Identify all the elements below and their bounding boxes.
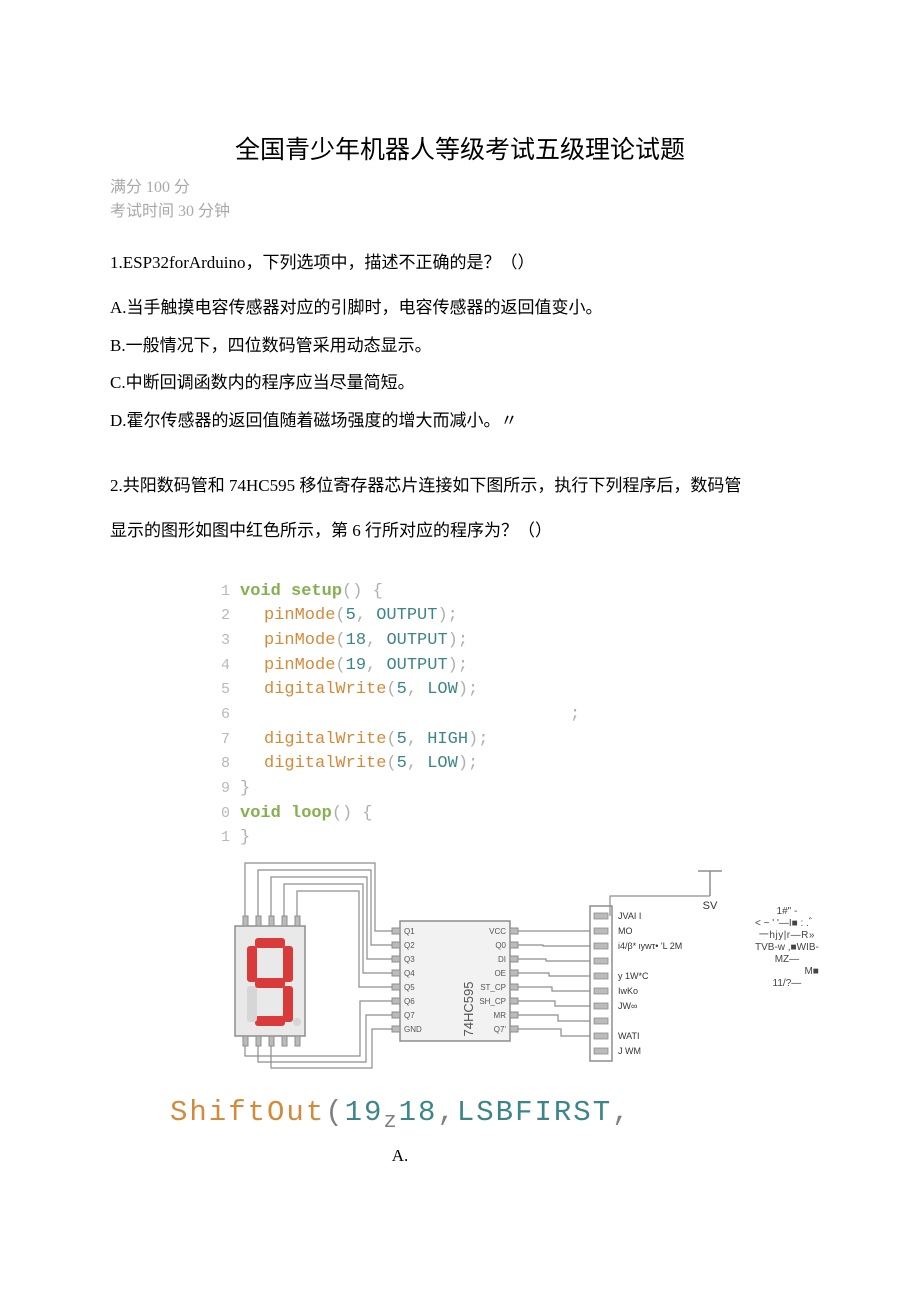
q1-C: C.中断回调函数内的程序应当尽量简短。	[110, 364, 830, 401]
full-marks: 满分 100 分	[110, 176, 830, 200]
shift-a1: 19	[345, 1096, 384, 1129]
svg-text:JVAI I: JVAI I	[618, 911, 641, 921]
code-line: 5 digitalWrite(5, LOW);	[210, 678, 830, 703]
line-number: 6	[210, 704, 230, 726]
svg-text:J WM: J WM	[618, 1046, 641, 1056]
code-content: pinMode(18, OUTPUT);	[240, 629, 468, 654]
code-content: }	[240, 826, 250, 851]
svg-text:i4/β* ιywτ• 'L 2M: i4/β* ιywτ• 'L 2M	[618, 941, 682, 951]
shift-fn: ShiftOut	[170, 1096, 325, 1129]
svg-text:74HC595: 74HC595	[461, 981, 476, 1036]
svg-text:SH_CP: SH_CP	[479, 997, 506, 1006]
svg-text:ST_CP: ST_CP	[480, 983, 506, 992]
circuit-diagram: 74HC595 Q1 Q2 Q3 Q4 Q5 Q6 Q7 GND VCC Q0 DI OE ST_CP SH…	[190, 851, 890, 1081]
svg-text:y 1W*C: y 1W*C	[618, 971, 649, 981]
code-content: digitalWrite(5, LOW);	[240, 678, 478, 703]
page-title: 全国青少年机器人等级考试五级理论试题	[90, 130, 830, 166]
svg-text:Q4: Q4	[404, 969, 415, 978]
svg-text:DI: DI	[498, 955, 506, 964]
garble-1: 1#" -	[755, 906, 819, 918]
option-A-label: A.	[90, 1146, 710, 1166]
svg-text:GND: GND	[404, 1025, 422, 1034]
code-line: 3 pinMode(18, OUTPUT);	[210, 629, 830, 654]
code-line: 1 void setup() {	[210, 580, 830, 605]
code-content: }	[240, 777, 250, 802]
garble-5: MZ—	[755, 954, 819, 966]
code-line: 7 digitalWrite(5, HIGH);	[210, 728, 830, 753]
shift-lp: (	[325, 1096, 344, 1129]
code-line: 4 pinMode(19, OUTPUT);	[210, 654, 830, 679]
shift-const: LSBFIRST	[457, 1096, 612, 1129]
shift-code-line: ShiftOut(19z18,LSBFIRST,	[170, 1096, 830, 1134]
code-block: 1 void setup() { 2 pinMode(5, OUTPUT); 3 pinM…	[210, 580, 830, 851]
q1-D: D.霍尔传感器的返回值随着磁场强度的增大而减小。〃	[110, 402, 830, 439]
svg-text:Q6: Q6	[404, 997, 415, 1006]
code-line: 0 void loop() {	[210, 802, 830, 827]
code-content: ;	[240, 703, 580, 728]
code-content: void setup() {	[240, 580, 383, 605]
line-number: 2	[210, 605, 230, 627]
shift-c1: ,	[437, 1096, 456, 1129]
code-line: 8 digitalWrite(5, LOW);	[210, 752, 830, 777]
garble-4: TVB-w ,■WIB-	[755, 942, 819, 954]
svg-text:Q5: Q5	[404, 983, 415, 992]
exam-time: 考试时间 30 分钟	[110, 200, 830, 224]
line-number: 1	[210, 827, 230, 849]
code-content: digitalWrite(5, LOW);	[240, 752, 478, 777]
shift-c2: ,	[612, 1096, 631, 1129]
code-line: 9}	[210, 777, 830, 802]
q1-B: B.一般情况下，四位数码管采用动态显示。	[110, 327, 830, 364]
garble-7: 11/?—	[755, 978, 819, 990]
line-number: 5	[210, 679, 230, 701]
svg-text:MO: MO	[618, 926, 633, 936]
garble-6: M■	[755, 966, 819, 978]
svg-text:IwKo: IwKo	[618, 986, 638, 996]
exam-meta: 满分 100 分 考试时间 30 分钟	[110, 176, 830, 224]
line-number: 4	[210, 655, 230, 677]
svg-text:Q1: Q1	[404, 927, 415, 936]
code-line: 6;	[210, 703, 830, 728]
svg-text:JW∞: JW∞	[618, 1001, 637, 1011]
line-number: 3	[210, 630, 230, 652]
q1-stem: 1.ESP32forArduino，下列选项中，描述不正确的是？（）	[110, 244, 830, 281]
shift-sub: z	[383, 1109, 398, 1134]
svg-text:VCC: VCC	[489, 927, 506, 936]
code-content: digitalWrite(5, HIGH);	[240, 728, 488, 753]
svg-text:Q7': Q7'	[494, 1025, 507, 1034]
svg-text:Q3: Q3	[404, 955, 415, 964]
code-content: pinMode(19, OUTPUT);	[240, 654, 468, 679]
line-number: 8	[210, 753, 230, 775]
garble-2: < ~ ' '—I■ : .゛	[755, 918, 819, 930]
line-number: 7	[210, 729, 230, 751]
svg-text:OE: OE	[494, 969, 506, 978]
garble-3: 一hjy|r—R»	[755, 930, 819, 942]
line-number: 9	[210, 778, 230, 800]
q2-stem-2: 显示的图形如图中红色所示，第 6 行所对应的程序为？（）	[110, 512, 830, 549]
svg-text:Q2: Q2	[404, 941, 415, 950]
code-content: pinMode(5, OUTPUT);	[240, 604, 458, 629]
line-number: 0	[210, 803, 230, 825]
svg-text:Q0: Q0	[495, 941, 506, 950]
svg-text:Q7: Q7	[404, 1011, 415, 1020]
svg-text:WATI: WATI	[618, 1031, 640, 1041]
code-line: 2 pinMode(5, OUTPUT);	[210, 604, 830, 629]
svg-text:SV: SV	[703, 900, 718, 912]
q2-stem-1: 2.共阳数码管和 74HC595 移位寄存器芯片连接如下图所示，执行下列程序后，…	[110, 467, 830, 504]
svg-text:MR: MR	[494, 1011, 507, 1020]
code-line: 1}	[210, 826, 830, 851]
line-number: 1	[210, 581, 230, 603]
code-content: void loop() {	[240, 802, 373, 827]
shift-a2: 18	[399, 1096, 438, 1129]
exam-page: 全国青少年机器人等级考试五级理论试题 满分 100 分 考试时间 30 分钟 1…	[0, 0, 920, 1226]
q1-A: A.当手触摸电容传感器对应的引脚时，电容传感器的返回值变小。	[110, 289, 830, 326]
